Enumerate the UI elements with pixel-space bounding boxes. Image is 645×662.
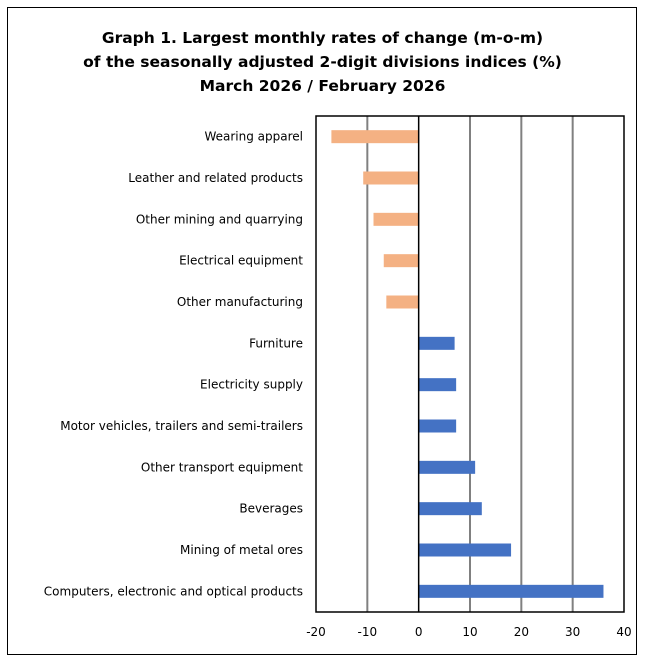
x-tick-label: 20	[514, 625, 529, 639]
bar	[418, 543, 512, 557]
category-label: Electricity supply	[200, 378, 303, 392]
chart-title: Graph 1. Largest monthly rates of change…	[0, 26, 645, 98]
category-label: Beverages	[239, 502, 303, 516]
bar	[331, 130, 419, 144]
category-label: Wearing apparel	[204, 130, 303, 144]
bar	[386, 295, 419, 309]
chart-title-line-2: of the seasonally adjusted 2-digit divis…	[83, 53, 562, 71]
bar	[418, 378, 457, 392]
chart-frame	[7, 7, 637, 655]
category-label: Other mining and quarrying	[136, 212, 303, 226]
x-tick-label: -20	[306, 625, 326, 639]
bar	[363, 171, 419, 185]
category-label: Mining of metal ores	[180, 543, 303, 557]
category-label: Motor vehicles, trailers and semi-traile…	[60, 419, 303, 433]
category-label: Electrical equipment	[179, 254, 303, 268]
category-label: Other transport equipment	[141, 460, 303, 474]
plot-area-border	[315, 115, 625, 613]
bar	[418, 460, 476, 474]
bar	[418, 584, 604, 598]
bar	[418, 336, 455, 350]
category-label: Computers, electronic and optical produc…	[44, 584, 303, 598]
bar	[383, 254, 419, 268]
category-label: Leather and related products	[128, 171, 303, 185]
x-tick-label: -10	[358, 625, 378, 639]
x-tick-label: 40	[616, 625, 631, 639]
bar	[373, 212, 419, 226]
x-tick-label: 30	[565, 625, 580, 639]
chart-title-line-3: March 2026 / February 2026	[199, 77, 446, 95]
x-tick-label: 0	[415, 625, 423, 639]
bar	[418, 419, 457, 433]
x-tick-label: 10	[462, 625, 477, 639]
chart-title-line-1: Graph 1. Largest monthly rates of change…	[101, 29, 544, 47]
category-label: Furniture	[249, 336, 303, 350]
bar	[418, 502, 482, 516]
category-label: Other manufacturing	[177, 295, 303, 309]
